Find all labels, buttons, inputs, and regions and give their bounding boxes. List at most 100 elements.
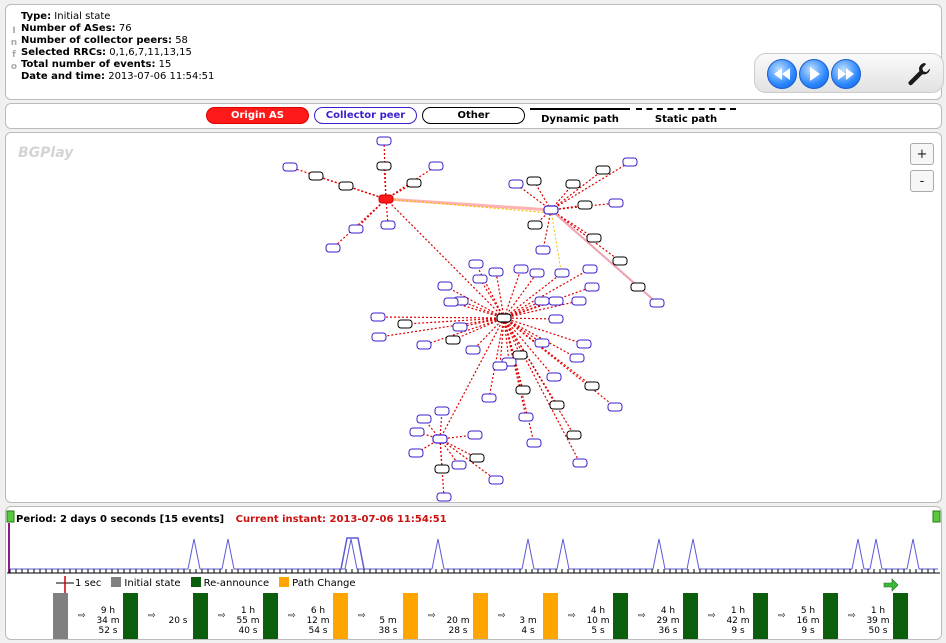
as-node[interactable]: [543, 205, 559, 215]
as-node[interactable]: [527, 220, 543, 230]
as-node[interactable]: [443, 297, 459, 307]
as-node[interactable]: [577, 200, 593, 210]
as-node[interactable]: [308, 171, 324, 181]
as-node[interactable]: [428, 161, 444, 171]
as-node[interactable]: [612, 256, 628, 266]
as-node[interactable]: [406, 178, 422, 188]
as-node[interactable]: [512, 350, 528, 360]
as-node[interactable]: [565, 179, 581, 189]
timeline-event-bar[interactable]: [543, 593, 558, 639]
next-event-icon[interactable]: [883, 578, 899, 592]
as-node[interactable]: [546, 372, 562, 382]
as-node[interactable]: [584, 381, 600, 391]
as-node[interactable]: [488, 475, 504, 485]
timeline-event-bar[interactable]: [333, 593, 348, 639]
as-node[interactable]: [549, 400, 565, 410]
as-node[interactable]: [282, 162, 298, 172]
as-node[interactable]: [571, 296, 587, 306]
as-node[interactable]: [434, 406, 450, 416]
as-node[interactable]: [622, 157, 638, 167]
as-node[interactable]: [534, 296, 550, 306]
as-node[interactable]: [338, 181, 354, 191]
as-node[interactable]: [496, 313, 512, 323]
as-node[interactable]: [548, 314, 564, 324]
timeline-event-bar[interactable]: [123, 593, 138, 639]
graph-panel[interactable]: BGPlay + -: [5, 132, 942, 503]
fast-forward-button[interactable]: [831, 59, 861, 89]
as-node[interactable]: [451, 460, 467, 470]
timeline-event-bar[interactable]: [893, 593, 908, 639]
as-node[interactable]: [607, 402, 623, 412]
as-node[interactable]: [445, 335, 461, 345]
as-node[interactable]: [529, 268, 545, 278]
as-node[interactable]: [515, 385, 531, 395]
as-node[interactable]: [434, 464, 450, 474]
timeline-panel[interactable]: Period: 2 days 0 seconds [15 events] Cur…: [5, 506, 942, 640]
play-button[interactable]: [799, 59, 829, 89]
as-node[interactable]: [408, 448, 424, 458]
origin-as-node[interactable]: [378, 194, 394, 204]
as-node[interactable]: [416, 414, 432, 424]
as-node[interactable]: [432, 434, 448, 444]
as-node[interactable]: [380, 220, 396, 230]
timeline-chart[interactable]: [6, 507, 941, 639]
as-node[interactable]: [348, 224, 364, 234]
timeline-event-bar[interactable]: [753, 593, 768, 639]
as-node[interactable]: [409, 427, 425, 437]
as-node[interactable]: [492, 361, 508, 371]
as-node[interactable]: [548, 296, 564, 306]
as-node[interactable]: [469, 453, 485, 463]
zoom-in-button[interactable]: +: [910, 143, 934, 165]
timeline-event-bar[interactable]: [473, 593, 488, 639]
as-node[interactable]: [582, 264, 598, 274]
as-node[interactable]: [437, 281, 453, 291]
segment-duration-line: 9 h: [100, 606, 116, 616]
as-node[interactable]: [572, 458, 588, 468]
as-node[interactable]: [325, 243, 341, 253]
as-node[interactable]: [534, 338, 550, 348]
as-node[interactable]: [584, 282, 600, 292]
timeline-start-marker[interactable]: [6, 510, 15, 523]
as-node[interactable]: [468, 259, 484, 269]
timeline-event-bar[interactable]: [403, 593, 418, 639]
as-node[interactable]: [566, 430, 582, 440]
timeline-event-bar[interactable]: [263, 593, 278, 639]
as-node[interactable]: [554, 268, 570, 278]
as-node[interactable]: [569, 353, 585, 363]
timeline-event-bar[interactable]: [53, 593, 68, 639]
timeline-end-marker[interactable]: [932, 510, 941, 523]
timeline-event-bar[interactable]: [193, 593, 208, 639]
as-node[interactable]: [508, 179, 524, 189]
as-node[interactable]: [488, 267, 504, 277]
as-node[interactable]: [649, 298, 665, 308]
as-node[interactable]: [535, 245, 551, 255]
as-node[interactable]: [371, 332, 387, 342]
timeline-event-bar[interactable]: [613, 593, 628, 639]
as-node[interactable]: [608, 198, 624, 208]
as-node[interactable]: [518, 412, 534, 422]
as-node[interactable]: [376, 136, 392, 146]
as-node[interactable]: [526, 438, 542, 448]
as-node[interactable]: [576, 339, 592, 349]
as-node[interactable]: [436, 492, 452, 502]
timeline-event-bar[interactable]: [823, 593, 838, 639]
timeline-event-bar[interactable]: [683, 593, 698, 639]
as-node[interactable]: [397, 319, 413, 329]
as-node[interactable]: [370, 312, 386, 322]
as-node[interactable]: [376, 161, 392, 171]
as-node[interactable]: [416, 340, 432, 350]
as-node[interactable]: [467, 430, 483, 440]
as-node[interactable]: [513, 264, 529, 274]
as-graph[interactable]: [6, 133, 941, 502]
settings-button[interactable]: [905, 60, 933, 88]
as-node[interactable]: [595, 165, 611, 175]
as-node[interactable]: [452, 322, 468, 332]
zoom-out-button[interactable]: -: [910, 170, 934, 192]
as-node[interactable]: [472, 274, 488, 284]
as-node[interactable]: [465, 345, 481, 355]
as-node[interactable]: [526, 176, 542, 186]
as-node[interactable]: [481, 393, 497, 403]
as-node[interactable]: [586, 233, 602, 243]
rewind-button[interactable]: [767, 59, 797, 89]
as-node[interactable]: [630, 282, 646, 292]
